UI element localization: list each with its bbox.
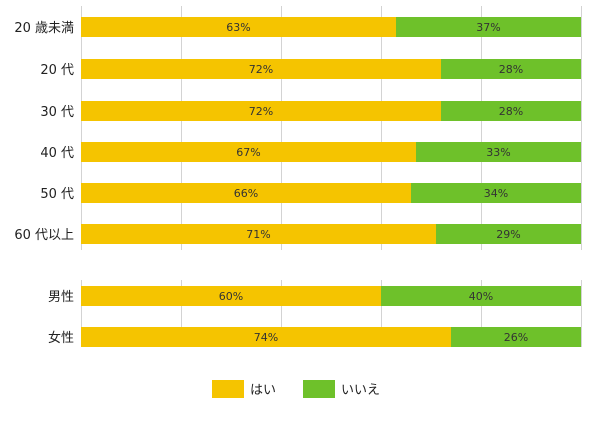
category-label: 20 歳未満 xyxy=(14,21,74,36)
bar-segment-no xyxy=(441,101,581,121)
data-label: 71% xyxy=(246,228,270,241)
data-label: 28% xyxy=(499,105,523,118)
category-label: 50 代 xyxy=(40,187,74,202)
category-label: 男性 xyxy=(48,290,74,305)
category-label: 20 代 xyxy=(40,63,74,78)
category-label: 60 代以上 xyxy=(14,228,74,243)
bar-segment-no xyxy=(441,59,581,79)
data-label: 37% xyxy=(476,21,500,34)
data-label: 60% xyxy=(219,290,243,303)
bar-segment-yes xyxy=(81,142,416,162)
bar-segment-yes xyxy=(81,286,381,306)
bar-segment-yes xyxy=(81,101,441,121)
legend-label-no: いいえ xyxy=(341,383,380,398)
bar-segment-no xyxy=(451,327,581,347)
bar-segment-no xyxy=(396,17,581,37)
legend-swatch-yes xyxy=(212,380,244,398)
bar-segment-yes xyxy=(81,224,436,244)
data-label: 72% xyxy=(249,105,273,118)
data-label: 28% xyxy=(499,63,523,76)
data-label: 34% xyxy=(484,187,508,200)
bar-segment-yes xyxy=(81,183,411,203)
category-label: 女性 xyxy=(48,330,74,346)
category-label: 30 代 xyxy=(40,105,74,120)
data-label: 33% xyxy=(486,146,510,159)
bar-segment-yes xyxy=(81,17,396,37)
legend-swatch-no xyxy=(303,380,335,398)
category-label: 40 代 xyxy=(40,146,74,161)
data-label: 72% xyxy=(249,63,273,76)
data-label: 26% xyxy=(504,331,528,344)
data-label: 67% xyxy=(236,146,260,159)
bar-segment-no xyxy=(436,224,581,244)
data-label: 63% xyxy=(226,21,250,34)
bars: 63% 37% 72% 28% 72% 28% 67% 33% 66% 34% 71% 29% 60% 4… xyxy=(81,17,581,347)
bar-segment-yes xyxy=(81,59,441,79)
data-label: 29% xyxy=(496,228,520,241)
bar-segment-no xyxy=(411,183,581,203)
bar-segment-yes xyxy=(81,327,451,347)
data-label: 40% xyxy=(469,290,493,303)
bar-segment-no xyxy=(416,142,581,162)
data-label: 66% xyxy=(234,187,258,200)
legend-label-yes: はい xyxy=(250,383,276,398)
legend: はい いいえ xyxy=(212,380,380,398)
data-label: 74% xyxy=(254,331,278,344)
bar-segment-no xyxy=(381,286,581,306)
